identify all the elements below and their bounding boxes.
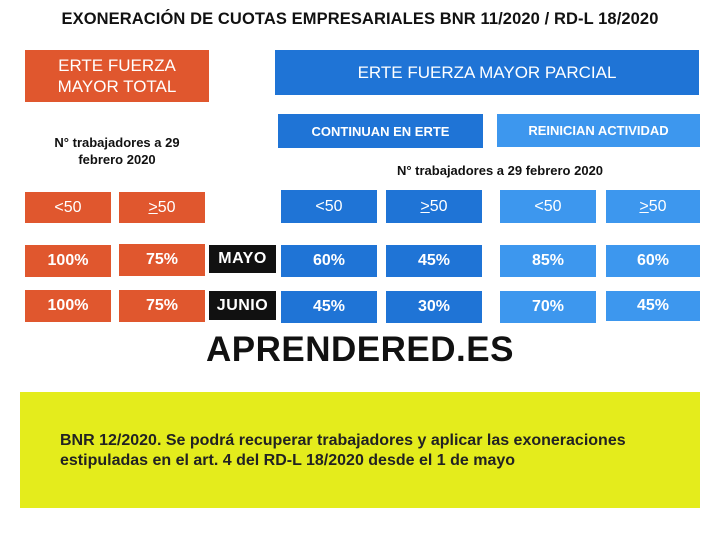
brand-text: APRENDERED.ES	[206, 330, 514, 369]
ge-value: 50	[648, 197, 667, 215]
continuan-junio-lt50: 45%	[281, 291, 377, 323]
ge-symbol: >	[420, 197, 430, 215]
erte-total-note-line2: febrero 2020	[78, 152, 156, 167]
continuan-mayo-lt50: 60%	[281, 245, 377, 277]
reinician-junio-lt50: 70%	[500, 291, 596, 323]
month-label-mayo: MAYO	[209, 245, 276, 273]
reinician-actividad-header: REINICIAN ACTIVIDAD	[497, 114, 700, 147]
erte-total-header: ERTE FUERZA MAYOR TOTAL	[25, 50, 209, 102]
ge-symbol: >	[639, 197, 649, 215]
page-title: EXONERACIÓN DE CUOTAS EMPRESARIALES BNR …	[61, 10, 659, 28]
erte-total-header-line2: MAYOR TOTAL	[57, 77, 177, 96]
threshold-lt50-total: <50	[25, 192, 111, 223]
continuan-junio-ge50: 30%	[386, 291, 482, 323]
reinician-mayo-ge50: 60%	[606, 245, 700, 277]
total-mayo-lt50: 100%	[25, 245, 111, 277]
footnote-box: BNR 12/2020. Se podrá recuperar trabajad…	[20, 392, 700, 508]
ge-value: 50	[429, 197, 448, 215]
threshold-lt50-continuan: <50	[281, 190, 377, 223]
total-mayo-ge50: 75%	[119, 244, 205, 276]
reinician-actividad-label: REINICIAN ACTIVIDAD	[528, 123, 669, 138]
reinician-mayo-lt50: 85%	[500, 245, 596, 277]
erte-total-note-line1: N° trabajadores a 29	[54, 135, 180, 150]
ge-symbol: >	[148, 198, 158, 216]
erte-parcial-header: ERTE FUERZA MAYOR PARCIAL	[275, 50, 699, 95]
month-label-junio: JUNIO	[209, 291, 276, 320]
threshold-ge50-reinician: >50	[606, 190, 700, 223]
continuan-erte-header: CONTINUAN EN ERTE	[278, 114, 483, 148]
threshold-ge50-continuan: >50	[386, 190, 482, 223]
threshold-ge50-total: >50	[119, 192, 205, 223]
threshold-lt50-reinician: <50	[500, 190, 596, 223]
footnote-line1: BNR 12/2020. Se podrá recuperar trabajad…	[60, 432, 626, 449]
erte-total-note: N° trabajadores a 29 febrero 2020	[25, 134, 209, 168]
erte-parcial-note: N° trabajadores a 29 febrero 2020	[396, 163, 604, 178]
continuan-mayo-ge50: 45%	[386, 245, 482, 277]
reinician-junio-ge50: 45%	[606, 291, 700, 321]
erte-parcial-header-label: ERTE FUERZA MAYOR PARCIAL	[357, 62, 617, 82]
total-junio-ge50: 75%	[119, 290, 205, 322]
footnote-line2: estipuladas en el art. 4 del RD-L 18/202…	[60, 452, 516, 469]
erte-total-header-line1: ERTE FUERZA	[58, 56, 176, 75]
footnote-text: BNR 12/2020. Se podrá recuperar trabajad…	[60, 431, 680, 471]
continuan-erte-label: CONTINUAN EN ERTE	[311, 123, 450, 139]
ge-value: 50	[157, 198, 176, 216]
total-junio-lt50: 100%	[25, 290, 111, 322]
